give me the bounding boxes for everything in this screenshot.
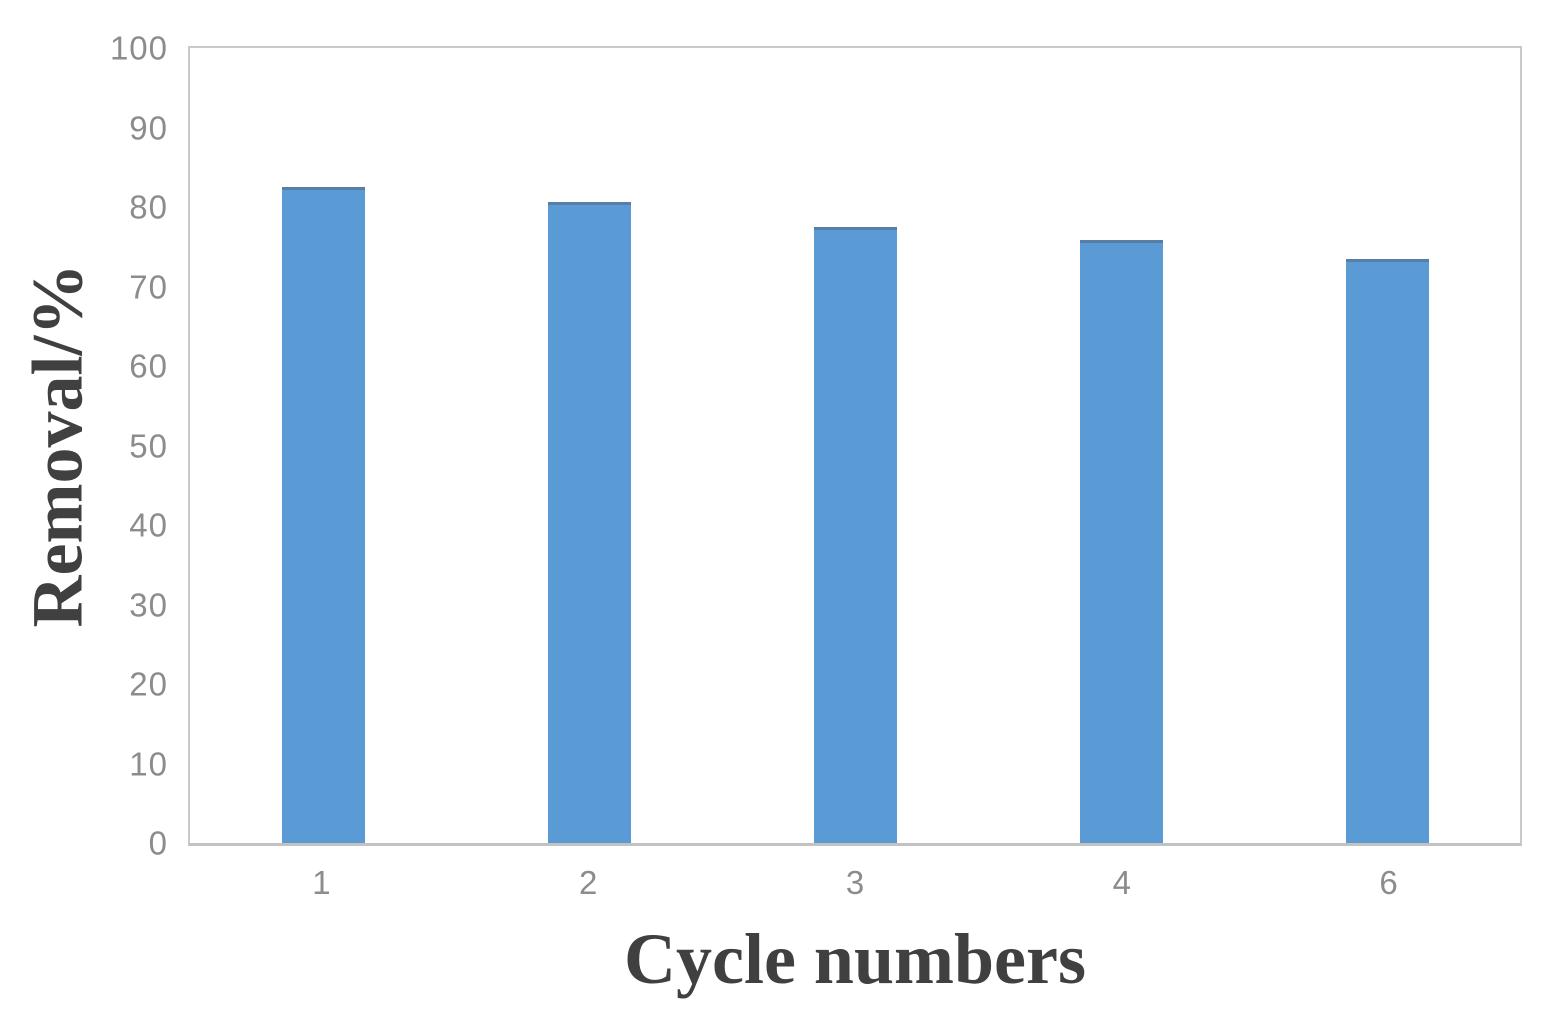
y-tick-label: 30 xyxy=(129,586,168,623)
bar-cycle-4 xyxy=(1079,240,1163,843)
y-tick-label: 20 xyxy=(129,665,168,703)
bar-slot xyxy=(190,48,456,843)
bar-slot xyxy=(1254,48,1520,843)
x-category-label: 4 xyxy=(1112,864,1131,901)
y-tick-label: 0 xyxy=(148,824,168,862)
y-axis-tick-labels: 0 10 20 30 40 50 60 70 80 90 100 xyxy=(0,32,168,860)
y-tick-label: 60 xyxy=(129,347,168,385)
x-category-label: 1 xyxy=(312,864,331,901)
y-tick-label: 50 xyxy=(129,427,168,464)
bar-cycle-3 xyxy=(813,226,897,843)
bar-cycle-1 xyxy=(281,187,365,843)
y-tick-label: 40 xyxy=(129,506,168,544)
y-tick-label: 10 xyxy=(129,745,168,782)
bar-cycle-6 xyxy=(1345,258,1429,843)
y-tick-label: 90 xyxy=(129,109,168,146)
bar-cycle-2 xyxy=(547,202,631,843)
bar-slot xyxy=(722,48,988,843)
bar-slot xyxy=(456,48,722,843)
y-tick-label: 80 xyxy=(129,188,168,226)
x-category-label: 2 xyxy=(579,864,598,901)
y-tick-label: 70 xyxy=(129,268,168,305)
plot-area xyxy=(188,46,1522,846)
bar-slot xyxy=(988,48,1254,843)
x-category-label: 3 xyxy=(845,864,865,901)
y-tick-label: 100 xyxy=(109,29,168,67)
x-axis-title: Cycle numbers xyxy=(624,919,1086,999)
x-category-label: 6 xyxy=(1379,864,1398,901)
x-axis-category-labels: 1 2 3 4 6 xyxy=(188,861,1522,905)
